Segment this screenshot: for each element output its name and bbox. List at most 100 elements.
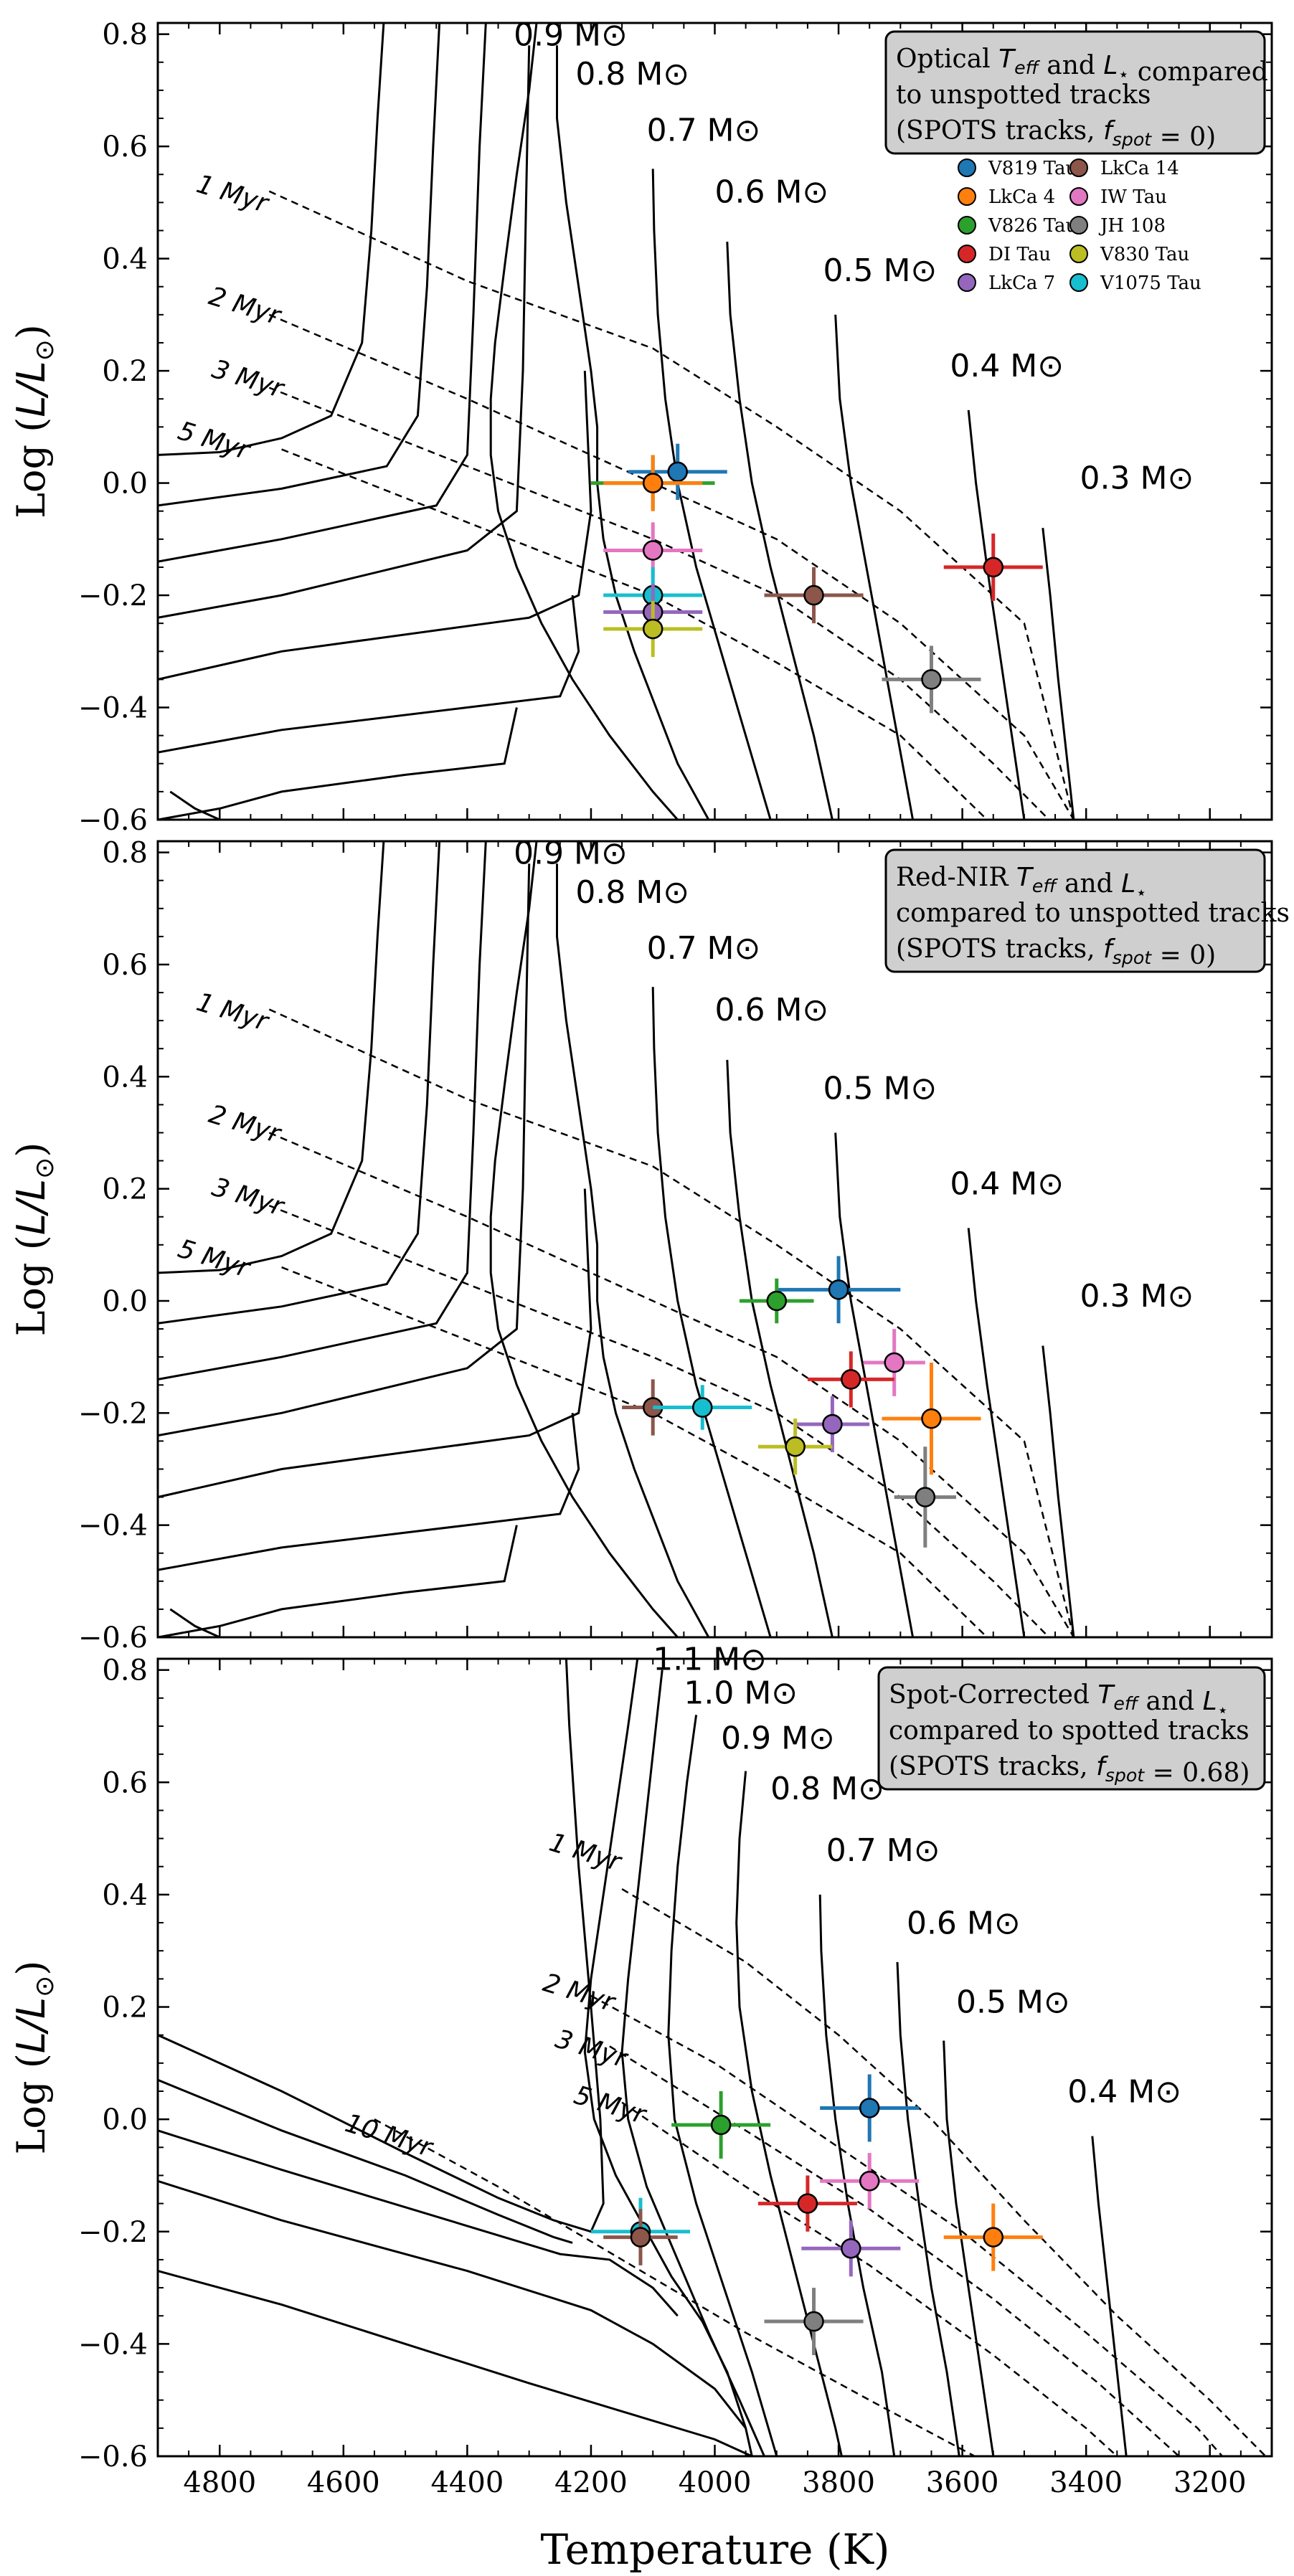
mass-track-line — [158, 841, 441, 1325]
y-tick-label: 0.4 — [102, 1879, 148, 1912]
data-point-lkca-7 — [801, 2220, 901, 2277]
text-span: = 0) — [1151, 941, 1216, 970]
mass-track-label: 0.5 M⊙ — [823, 1071, 937, 1107]
isochrone-line — [268, 1132, 1075, 1637]
x-tick-label: 4800 — [183, 2466, 256, 2499]
text-span: and — [1057, 869, 1122, 899]
legend-marker — [1069, 158, 1088, 177]
legend-marker — [958, 216, 976, 235]
mass-track-line — [158, 707, 518, 820]
mass-track-line — [834, 1132, 915, 1637]
text-span: and — [1039, 51, 1104, 80]
data-marker — [841, 2238, 861, 2259]
x-tick-label: 4400 — [430, 2466, 504, 2499]
data-marker — [859, 2171, 880, 2192]
data-point-jh-108 — [764, 2288, 864, 2356]
data-marker — [797, 2193, 818, 2214]
x-tick-label: 3200 — [1173, 2466, 1247, 2499]
isochrone-line — [374, 2118, 976, 2456]
mass-track-label: 1.0 M⊙ — [684, 1675, 798, 1712]
data-marker — [921, 669, 942, 690]
mass-track-label: 0.9 M⊙ — [721, 1720, 835, 1756]
text-span: compared to spotted tracks — [889, 1716, 1250, 1746]
isochrone-label: 5 Myr — [174, 1234, 254, 1284]
data-marker — [642, 473, 663, 493]
mass-track-line — [1042, 1345, 1075, 1637]
data-marker — [710, 2114, 732, 2136]
y-tick-label: 0.0 — [102, 2103, 148, 2136]
info-box: Spot-Corrected Teff and L⋆ compared to s… — [877, 1666, 1266, 1791]
y-tick-label: −0.2 — [78, 2216, 148, 2249]
mass-track-line — [896, 1961, 960, 2456]
text-span: (SPOTS tracks, — [889, 1752, 1096, 1781]
data-marker — [983, 557, 1003, 578]
data-point-v830-tau — [757, 1419, 833, 1475]
mass-track-label: 0.7 M⊙ — [647, 930, 761, 967]
math-subscript: eff — [1014, 57, 1040, 78]
isochrone-label: 1 Myr — [193, 988, 273, 1038]
legend-label: V819 Tau — [988, 158, 1077, 179]
mass-track-label: 0.5 M⊙ — [956, 1984, 1070, 2020]
legend-label: LkCa 4 — [988, 186, 1055, 208]
mass-track-line — [834, 314, 915, 820]
y-label-sub: /L — [9, 1179, 54, 1216]
y-label-l: L — [9, 1213, 54, 1235]
math-symbol: L — [1203, 1687, 1217, 1716]
text-span: (SPOTS tracks, — [896, 116, 1103, 146]
info-box-line: compared to spotted tracks — [889, 1716, 1250, 1746]
data-marker — [667, 461, 688, 483]
isochrone-label: 2 Myr — [539, 1968, 619, 2018]
mass-track-label: 0.4 M⊙ — [1067, 2074, 1181, 2111]
data-point-lkca-4 — [943, 2203, 1043, 2271]
mass-track-line — [489, 23, 679, 820]
isochrone-label: 2 Myr — [205, 1099, 285, 1150]
text-span: Optical — [896, 44, 998, 74]
mass-track-line — [158, 1413, 580, 1571]
y-tick-label: 0.8 — [102, 1654, 148, 1687]
legend-marker — [1069, 245, 1088, 263]
y-label-close: ) — [9, 324, 54, 339]
y-tick-label: 0.0 — [102, 468, 148, 501]
legend-marker — [1069, 273, 1088, 292]
panel-3: 1.1 M⊙1.0 M⊙0.9 M⊙0.8 M⊙0.7 M⊙0.6 M⊙0.5 … — [9, 1642, 1273, 2499]
mass-track-line — [651, 987, 772, 1637]
isochrone-label: 5 Myr — [570, 2080, 650, 2131]
legend-marker — [958, 245, 976, 263]
isochrone-label: 5 Myr — [174, 416, 254, 466]
axis-ticks: −0.6 −0.4 −0.2 0.0 0.2 0.4 0.6 0.8 4800 4600 4400 4… — [78, 1654, 1272, 2499]
isochrone-line — [281, 1266, 988, 1637]
x-axis-label: Temperature (K) — [541, 2525, 890, 2574]
data-marker — [915, 1487, 936, 1507]
math-subscript: spot — [1113, 129, 1153, 150]
info-box-line: (SPOTS tracks, fspot = 0) — [896, 934, 1216, 970]
x-tick-label: 4600 — [307, 2466, 380, 2499]
mass-track-label: 0.6 M⊙ — [715, 992, 829, 1028]
y-label-close: ) — [9, 1142, 54, 1157]
axis-ticks: −0.6 −0.4 −0.2 0.0 0.2 0.4 0.6 0.8 — [78, 837, 1272, 1654]
mass-track-line — [158, 2078, 573, 2244]
math-subscript: spot — [1105, 1765, 1146, 1786]
data-point-iw-tau — [863, 1329, 925, 1396]
mass-track-line — [726, 242, 833, 820]
y-tick-label: −0.2 — [78, 1397, 148, 1430]
y-label-l: L — [9, 2032, 54, 2053]
mass-track-line — [651, 169, 772, 820]
data-point-v826-tau — [671, 2090, 771, 2159]
text-span: = 0.68) — [1144, 1758, 1250, 1788]
y-tick-label: 0.2 — [102, 1992, 148, 2025]
legend-label: V1075 Tau — [1100, 273, 1201, 294]
isochrone-label: 1 Myr — [193, 169, 273, 219]
x-tick-label: 3600 — [926, 2466, 999, 2499]
data-points — [590, 2074, 1043, 2356]
data-marker — [642, 540, 663, 561]
y-tick-label: 0.2 — [102, 1173, 148, 1206]
y-label-close: ) — [9, 1961, 54, 1976]
x-tick-label: 4000 — [679, 2466, 752, 2499]
panel-1: 0.9 M⊙0.8 M⊙0.7 M⊙0.6 M⊙0.5 M⊙0.4 M⊙0.3 … — [9, 16, 1273, 837]
data-marker — [884, 1352, 905, 1373]
data-marker — [630, 2227, 651, 2248]
data-point-lkca-4 — [882, 1362, 981, 1475]
y-label-sun: ⊙ — [30, 339, 60, 361]
panels: 0.9 M⊙ 0.8 M⊙ 0.7 M⊙ 0.6 M⊙ 0.5 M⊙ 0.4 M⊙ 0.3 … — [9, 16, 1290, 2499]
isochrone-line — [268, 387, 1050, 820]
